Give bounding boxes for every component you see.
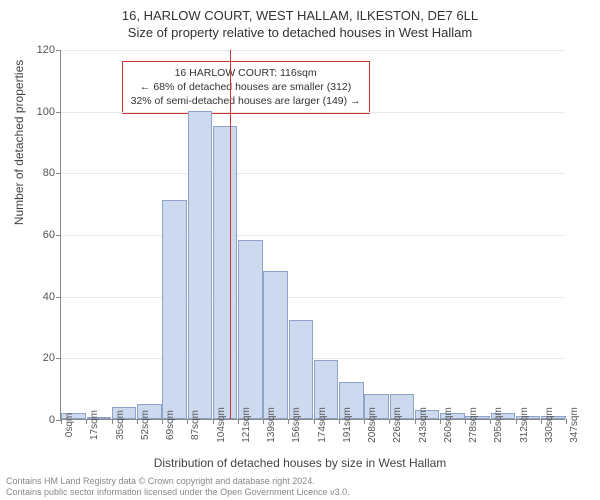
xtick-label: 243sqm bbox=[418, 407, 429, 443]
gridline bbox=[61, 173, 565, 174]
xtick-mark bbox=[187, 419, 188, 424]
xtick-mark bbox=[389, 419, 390, 424]
xtick-label: 156sqm bbox=[291, 407, 302, 443]
ytick-mark bbox=[56, 297, 61, 298]
plot-area: 16 HARLOW COURT: 116sqm ← 68% of detache… bbox=[60, 50, 565, 420]
ytick-label: 0 bbox=[49, 414, 55, 426]
xtick-mark bbox=[238, 419, 239, 424]
chart-title-main: 16, HARLOW COURT, WEST HALLAM, ILKESTON,… bbox=[0, 0, 600, 23]
histogram-bar bbox=[263, 271, 288, 419]
xtick-mark bbox=[61, 419, 62, 424]
gridline bbox=[61, 112, 565, 113]
histogram-bar bbox=[213, 126, 238, 419]
ytick-label: 40 bbox=[43, 291, 55, 303]
xtick-label: 191sqm bbox=[342, 407, 353, 443]
xtick-label: 87sqm bbox=[190, 410, 201, 440]
reference-line bbox=[230, 50, 231, 419]
y-axis-label: Number of detached properties bbox=[12, 60, 26, 225]
annotation-line2: ← 68% of detached houses are smaller (31… bbox=[131, 80, 361, 94]
chart-container: 16, HARLOW COURT, WEST HALLAM, ILKESTON,… bbox=[0, 0, 600, 500]
xtick-mark bbox=[490, 419, 491, 424]
xtick-mark bbox=[112, 419, 113, 424]
xtick-mark bbox=[541, 419, 542, 424]
xtick-label: 295sqm bbox=[493, 407, 504, 443]
ytick-label: 120 bbox=[37, 44, 55, 56]
x-axis-label: Distribution of detached houses by size … bbox=[0, 456, 600, 470]
xtick-mark bbox=[213, 419, 214, 424]
ytick-label: 80 bbox=[43, 167, 55, 179]
footer-line1: Contains HM Land Registry data © Crown c… bbox=[6, 476, 350, 487]
xtick-label: 121sqm bbox=[241, 407, 252, 443]
footer-line2: Contains public sector information licen… bbox=[6, 487, 350, 498]
xtick-mark bbox=[440, 419, 441, 424]
ytick-label: 20 bbox=[43, 352, 55, 364]
xtick-mark bbox=[339, 419, 340, 424]
xtick-mark bbox=[415, 419, 416, 424]
ytick-mark bbox=[56, 173, 61, 174]
xtick-label: 0sqm bbox=[64, 413, 75, 437]
xtick-mark bbox=[364, 419, 365, 424]
xtick-mark bbox=[86, 419, 87, 424]
xtick-label: 312sqm bbox=[519, 407, 530, 443]
histogram-bar bbox=[238, 240, 263, 419]
ytick-label: 100 bbox=[37, 106, 55, 118]
gridline bbox=[61, 50, 565, 51]
xtick-mark bbox=[288, 419, 289, 424]
annotation-line3: 32% of semi-detached houses are larger (… bbox=[131, 94, 361, 108]
xtick-label: 208sqm bbox=[367, 407, 378, 443]
xtick-mark bbox=[516, 419, 517, 424]
xtick-label: 226sqm bbox=[392, 407, 403, 443]
histogram-bar bbox=[289, 320, 314, 419]
ytick-mark bbox=[56, 235, 61, 236]
annotation-line1: 16 HARLOW COURT: 116sqm bbox=[131, 66, 361, 80]
xtick-mark bbox=[465, 419, 466, 424]
xtick-label: 69sqm bbox=[165, 410, 176, 440]
xtick-label: 104sqm bbox=[216, 407, 227, 443]
xtick-label: 278sqm bbox=[468, 407, 479, 443]
histogram-bar bbox=[162, 200, 187, 419]
xtick-label: 52sqm bbox=[140, 410, 151, 440]
xtick-mark bbox=[263, 419, 264, 424]
xtick-mark bbox=[314, 419, 315, 424]
gridline bbox=[61, 235, 565, 236]
histogram-bar bbox=[188, 111, 213, 419]
xtick-label: 260sqm bbox=[443, 407, 454, 443]
ytick-label: 60 bbox=[43, 229, 55, 241]
gridline bbox=[61, 297, 565, 298]
xtick-label: 139sqm bbox=[266, 407, 277, 443]
xtick-mark bbox=[137, 419, 138, 424]
annotation-box: 16 HARLOW COURT: 116sqm ← 68% of detache… bbox=[122, 61, 370, 114]
xtick-label: 174sqm bbox=[317, 407, 328, 443]
footer-attribution: Contains HM Land Registry data © Crown c… bbox=[6, 476, 350, 498]
xtick-label: 330sqm bbox=[544, 407, 555, 443]
xtick-label: 347sqm bbox=[569, 407, 580, 443]
xtick-mark bbox=[566, 419, 567, 424]
ytick-mark bbox=[56, 112, 61, 113]
xtick-mark bbox=[162, 419, 163, 424]
xtick-label: 35sqm bbox=[115, 410, 126, 440]
xtick-label: 17sqm bbox=[89, 410, 100, 440]
ytick-mark bbox=[56, 50, 61, 51]
ytick-mark bbox=[56, 358, 61, 359]
chart-title-sub: Size of property relative to detached ho… bbox=[0, 23, 600, 40]
